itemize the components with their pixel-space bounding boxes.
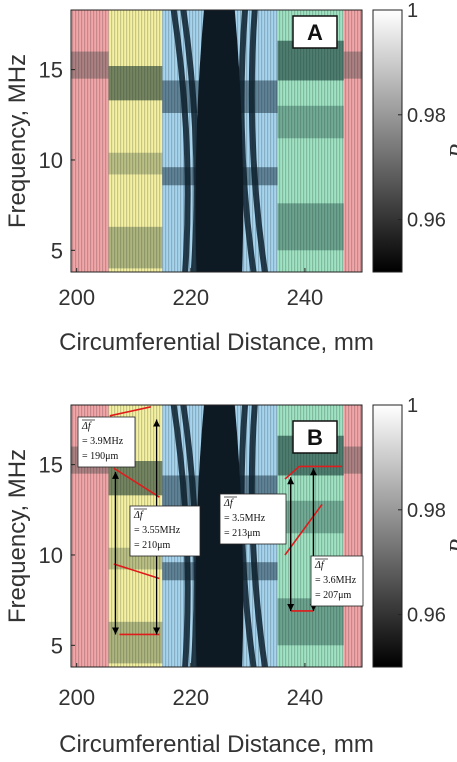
colorbar-tick-label-2: 0.96 (407, 605, 446, 627)
colorbar-tick-label-1: 0.98 (407, 105, 446, 127)
x-tick-label-220: 220 (172, 285, 209, 310)
panel-b: 200 220 240 5 10 15 Circumferential Distance, … (4, 395, 457, 758)
dark-core (195, 405, 244, 667)
red-line-4 (284, 465, 300, 480)
x-tick-label-240: 240 (287, 685, 324, 710)
dark-band-5 (277, 203, 344, 251)
heatmap-area (71, 10, 362, 272)
colorbar (372, 404, 403, 668)
panel-letter-box (292, 420, 338, 454)
dark-band-7 (343, 51, 362, 79)
annotation-frame (219, 493, 287, 545)
annotation-thickness: = 190μm (82, 451, 119, 462)
colorbar (372, 9, 403, 273)
annotation-box-3: Δf = 3.6MHz = 207μm (310, 555, 364, 607)
y-tick-label-5: 5 (51, 633, 63, 658)
annotation-value: = 3.5MHz (224, 513, 266, 524)
y-axis-label: Frequency, MHz (4, 54, 31, 228)
y-tick-label-15: 15 (39, 58, 63, 83)
annotation-thickness: = 207μm (315, 590, 352, 601)
annotation-box-2: Δf = 3.5MHz = 213μm (219, 493, 287, 545)
colorbar-tick-label-0: 1 (407, 0, 418, 22)
annotation-thickness: = 210μm (134, 540, 171, 551)
annotation-frame (77, 416, 136, 468)
dark-band-1 (108, 152, 163, 175)
arrow-head-top-0 (153, 419, 161, 427)
annotation-thickness: = 213μm (224, 528, 261, 539)
annotation-value: = 3.9MHz (82, 436, 124, 447)
dark-band-4 (277, 105, 344, 139)
dark-band-4 (277, 500, 344, 534)
red-line-0 (109, 406, 152, 417)
plot-frame (70, 404, 363, 668)
annotation-frame (310, 555, 364, 607)
dark-band-7 (343, 446, 362, 474)
y-tick-label-5: 5 (51, 238, 63, 263)
colorbar-tick-label-0: 1 (407, 395, 418, 417)
dark-band-6 (71, 51, 109, 79)
arrow-head-bottom-1 (112, 627, 120, 635)
colorbar-tick-label-1: 0.98 (407, 500, 446, 522)
x-axis-label: Circumferential Distance, mm (59, 731, 374, 758)
colorbar-tick-label-2: 0.96 (407, 210, 446, 232)
annotation-value: = 3.6MHz (315, 575, 357, 586)
streak-1 (180, 10, 200, 272)
streak-3 (248, 10, 268, 272)
y-axis-label: Frequency, MHz (4, 449, 31, 623)
arrow-head-top-1 (112, 471, 120, 479)
red-line-1 (113, 467, 160, 498)
red-line-2 (113, 563, 160, 580)
arrow-head-bottom-2 (287, 603, 295, 611)
annotation-symbol: Δf (314, 560, 325, 571)
arrow-head-bottom-0 (153, 627, 161, 635)
arrow-head-top-3 (310, 468, 317, 476)
annotation-symbol: Δf (223, 498, 234, 509)
annotation-symbol: Δf (133, 510, 144, 521)
x-tick-label-200: 200 (58, 285, 95, 310)
dark-band-0 (108, 66, 163, 101)
annotation-box-1: Δf = 3.55MHz = 210μm (129, 505, 201, 557)
panel-a: 200 220 240 5 10 15 Circumferential Distance, … (4, 0, 457, 356)
y-tick-label-10: 10 (39, 543, 63, 568)
x-tick-label-240: 240 (287, 285, 324, 310)
annotation-frame (129, 505, 201, 557)
panel-letter: A (307, 20, 323, 45)
streak-0 (170, 10, 191, 272)
plot-frame (70, 9, 363, 273)
annotation-value: = 3.55MHz (134, 525, 181, 536)
y-tick-label-10: 10 (39, 148, 63, 173)
y-tick-label-15: 15 (39, 453, 63, 478)
x-axis-label: Circumferential Distance, mm (59, 329, 374, 356)
dark-band-2 (108, 226, 163, 269)
panel-letter: B (307, 425, 323, 450)
annotation-symbol: Δf (81, 421, 92, 432)
colorbar-label: R (446, 143, 457, 159)
arrow-head-top-2 (287, 477, 295, 485)
panel-letter-box (292, 15, 338, 49)
dark-core (195, 10, 244, 272)
annotation-box-0: Δf = 3.9MHz = 190μm (77, 416, 136, 468)
x-tick-label-220: 220 (172, 685, 209, 710)
x-tick-label-200: 200 (58, 685, 95, 710)
colorbar-label: R (446, 538, 457, 554)
